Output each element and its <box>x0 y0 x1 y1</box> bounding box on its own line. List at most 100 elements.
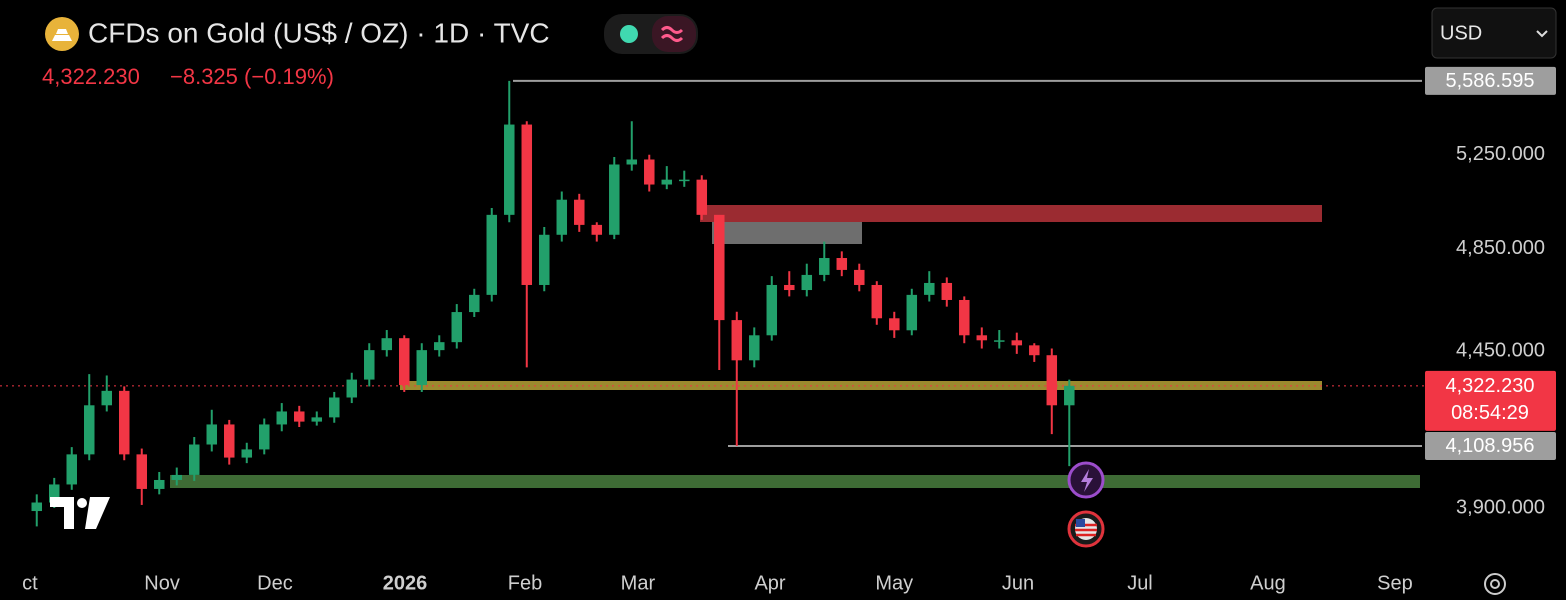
candle-body <box>1029 345 1040 356</box>
y-tick-label: 3,900.000 <box>1456 496 1545 518</box>
level-box <box>1425 66 1556 95</box>
x-tick-label: ct <box>22 572 38 594</box>
candle-body <box>784 284 795 291</box>
resistance-zone <box>700 205 1322 222</box>
candle-body <box>136 454 148 489</box>
market-open-dot <box>620 25 638 43</box>
x-tick-label: Mar <box>621 572 656 594</box>
candle-body <box>84 405 95 455</box>
candle-body <box>521 124 533 285</box>
x-tick-label: Dec <box>257 572 293 594</box>
logo-part <box>85 497 110 529</box>
logo-part <box>77 498 87 508</box>
candle-body <box>469 294 480 313</box>
candle-body <box>101 390 113 406</box>
candle-body <box>749 335 760 361</box>
candle-body <box>504 124 515 215</box>
gear-ring[interactable] <box>1484 573 1506 595</box>
candle-body <box>154 479 165 489</box>
currency-label[interactable]: USD <box>1440 22 1482 44</box>
candle-body <box>609 164 620 235</box>
x-tick-label: 2026 <box>383 572 428 594</box>
delayed-badge <box>652 16 696 52</box>
candle-body <box>941 282 953 300</box>
candle-body <box>976 335 988 341</box>
price-change: −8.325 (−0.19%) <box>170 64 334 89</box>
candle-body <box>661 179 673 185</box>
plot: 3,900.000 4,450.000 4,850.000 5,250.000 ct No… <box>0 66 1556 594</box>
candle-body <box>276 411 288 425</box>
countdown: 08:54:29 <box>1451 402 1529 424</box>
candle-body <box>574 199 585 225</box>
candle-body <box>241 449 253 458</box>
candle-body <box>819 258 830 275</box>
candle-body <box>714 214 725 321</box>
candle-body <box>206 424 218 445</box>
tradingview-logo <box>50 497 110 529</box>
candle-body <box>1011 340 1023 346</box>
candle-body <box>1046 355 1058 406</box>
candle-body <box>189 444 200 475</box>
candle-body <box>399 338 410 386</box>
level-label: 5,586.595 <box>1446 70 1535 92</box>
candle-body <box>696 179 708 215</box>
candle-body <box>434 342 445 351</box>
candle-body <box>224 424 235 458</box>
gear-hub[interactable] <box>1490 579 1500 589</box>
settings-icon[interactable] <box>1484 573 1506 595</box>
candle-body <box>364 350 375 380</box>
candle-body <box>731 320 743 361</box>
support-line-zone <box>400 381 1322 390</box>
dropdown-arrow[interactable] <box>1536 30 1548 38</box>
candle-body <box>31 502 43 512</box>
last-price: 4,322.230 <box>42 64 140 89</box>
chart-title: CFDs on Gold (US$ / OZ) · 1D · TVC <box>88 17 550 48</box>
candle-body <box>679 179 690 182</box>
candle-body <box>486 214 498 295</box>
candle-body <box>539 234 550 285</box>
candle-body <box>259 424 270 450</box>
candle-body <box>381 338 393 351</box>
y-tick-label: 5,250.000 <box>1456 143 1545 165</box>
candle-body <box>556 199 568 235</box>
candle-body <box>994 340 1005 342</box>
lightning <box>1081 469 1093 492</box>
y-tick-label: 4,450.000 <box>1456 339 1545 361</box>
candle-body <box>836 258 848 270</box>
candle-body <box>119 390 130 455</box>
level-label: 4,108.956 <box>1446 435 1535 457</box>
candle-body <box>171 474 183 480</box>
gold-bars <box>52 29 72 41</box>
candle-body <box>871 284 883 319</box>
candle-body <box>346 379 358 398</box>
candle-body <box>924 282 935 295</box>
candle-body <box>66 454 78 485</box>
candle-body <box>329 397 340 418</box>
candle-body <box>591 224 603 235</box>
candle-body <box>854 269 865 285</box>
x-tick-label: Nov <box>144 572 180 594</box>
currency-select[interactable] <box>1431 7 1557 59</box>
candle-body <box>889 318 900 331</box>
last-price-label: 4,322.230 <box>1446 375 1535 397</box>
x-tick-label: May <box>875 572 913 594</box>
x-tick-label: Jul <box>1127 572 1153 594</box>
candle-body <box>801 274 813 291</box>
support-zone <box>170 475 1420 488</box>
candle-body <box>294 411 305 422</box>
candle-body <box>416 350 428 386</box>
x-tick-label: Apr <box>754 572 785 594</box>
logo-part <box>50 497 74 529</box>
candle-body <box>1064 385 1075 406</box>
x-tick-label: Jun <box>1002 572 1034 594</box>
flag-canton <box>1076 519 1085 527</box>
level-box <box>1425 431 1556 460</box>
last-price-box <box>1425 370 1556 431</box>
x-tick-label: Sep <box>1377 572 1413 594</box>
candle-body <box>626 159 638 165</box>
candle-body <box>959 299 970 336</box>
candle-body <box>766 284 778 336</box>
